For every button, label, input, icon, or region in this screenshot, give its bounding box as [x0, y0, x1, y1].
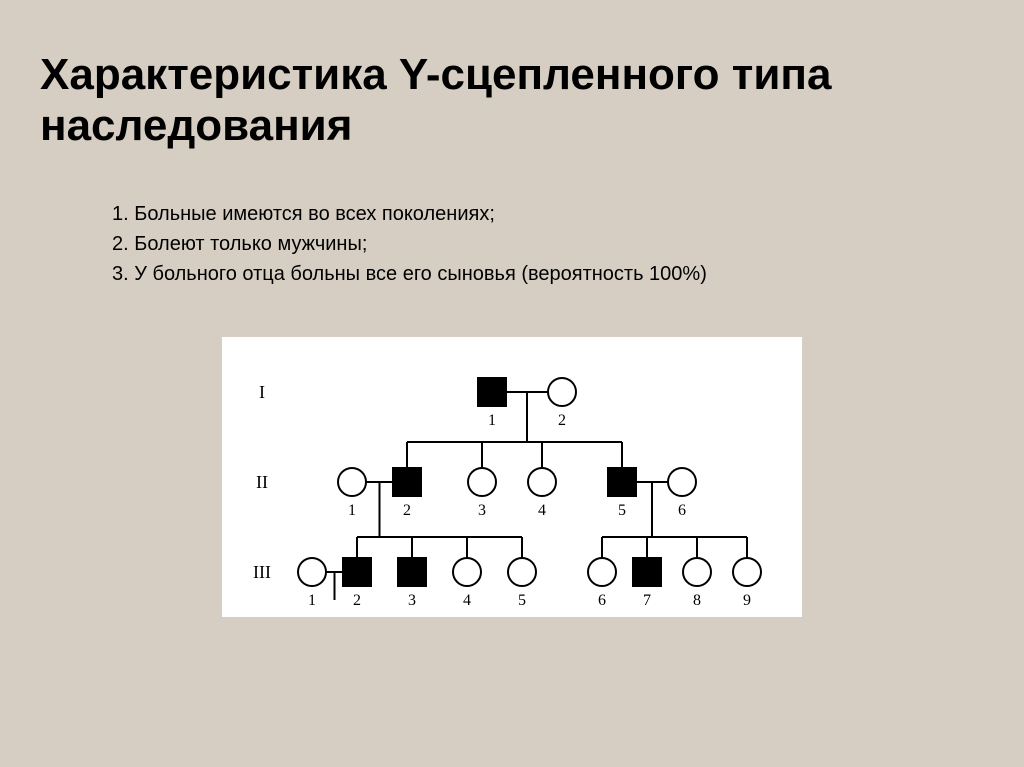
svg-text:2: 2 — [353, 592, 361, 609]
svg-text:III: III — [253, 562, 271, 582]
svg-text:5: 5 — [518, 592, 526, 609]
list-item: 2. Болеют только мужчины; — [112, 229, 984, 259]
svg-text:5: 5 — [618, 502, 626, 519]
svg-text:4: 4 — [538, 502, 546, 519]
pedigree-container: I 1 2 II 1 2 3 4 5 6 III 1 2 3 4 5 6 7 8 9 — [40, 337, 984, 617]
svg-text:8: 8 — [693, 592, 701, 609]
svg-text:1: 1 — [488, 412, 496, 429]
svg-text:3: 3 — [408, 592, 416, 609]
list-item: 3. У больного отца больны все его сыновь… — [112, 259, 984, 289]
svg-text:9: 9 — [743, 592, 751, 609]
svg-text:6: 6 — [678, 502, 686, 519]
svg-text:2: 2 — [558, 412, 566, 429]
svg-text:1: 1 — [308, 592, 316, 609]
svg-text:7: 7 — [643, 592, 651, 609]
list-item: 1. Больные имеются во всех поколениях; — [112, 199, 984, 229]
slide: Характеристика Y-сцепленного типа наслед… — [0, 0, 1024, 767]
svg-text:1: 1 — [348, 502, 356, 519]
characteristics-list: 1. Больные имеются во всех поколениях; 2… — [112, 199, 984, 289]
svg-text:6: 6 — [598, 592, 606, 609]
svg-text:II: II — [256, 472, 268, 492]
svg-text:4: 4 — [463, 592, 471, 609]
svg-text:2: 2 — [403, 502, 411, 519]
slide-title: Характеристика Y-сцепленного типа наслед… — [40, 50, 984, 151]
svg-text:3: 3 — [478, 502, 486, 519]
svg-text:I: I — [259, 382, 265, 402]
pedigree-chart: I 1 2 II 1 2 3 4 5 6 III 1 2 3 4 5 6 7 8 9 — [222, 337, 802, 617]
